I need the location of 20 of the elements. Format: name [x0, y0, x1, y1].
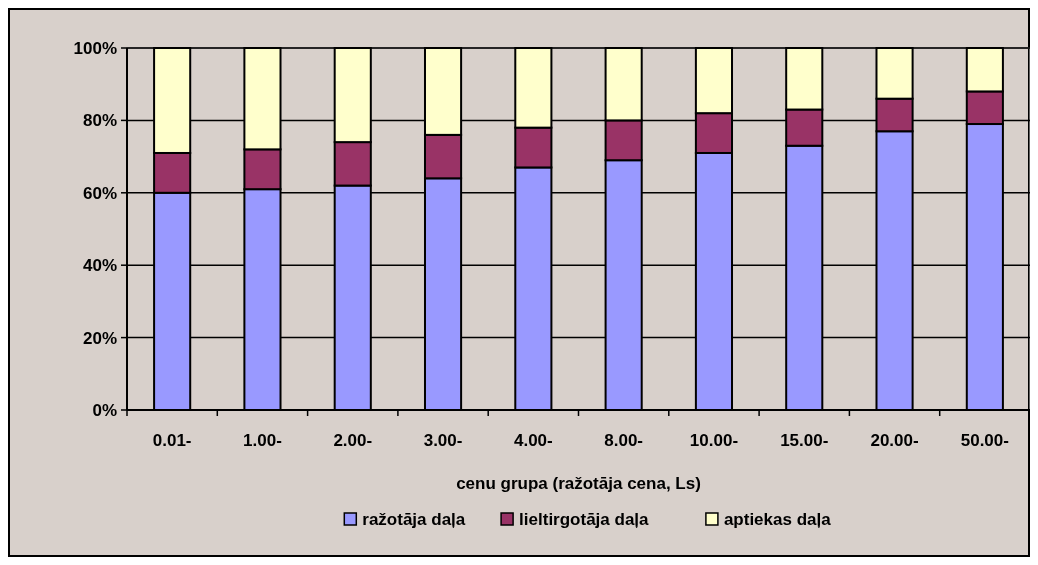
y-tick-label: 20%: [82, 328, 117, 348]
x-tick-label: 15.00-: [780, 431, 829, 450]
x-tick-label: 3.00-: [423, 431, 463, 450]
x-tick-label: 4.00-: [513, 431, 553, 450]
y-tick-label: 100%: [73, 38, 117, 58]
legend-label: lieltirgotāja daļa: [519, 509, 650, 529]
legend-label: aptiekas daļa: [723, 509, 832, 529]
x-tick-label: 50.00-: [960, 431, 1009, 450]
x-tick-label: 1.00-: [243, 431, 282, 450]
x-tick-label: 10.00-: [689, 431, 739, 450]
x-axis-title: cenu grupa (ražotāja cena, Ls): [456, 474, 701, 493]
y-tick-label: 0%: [92, 400, 117, 420]
legend-label: ražotāja daļa: [362, 509, 466, 529]
x-tick-label: 0.01-: [152, 431, 192, 450]
y-tick-label: 40%: [82, 256, 117, 276]
x-tick-label: 20.00-: [870, 431, 919, 450]
y-tick-label: 60%: [82, 183, 117, 203]
x-tick-label: 8.00-: [604, 431, 644, 450]
y-tick-label: 80%: [82, 111, 117, 131]
x-tick-label: 2.00-: [333, 431, 373, 450]
